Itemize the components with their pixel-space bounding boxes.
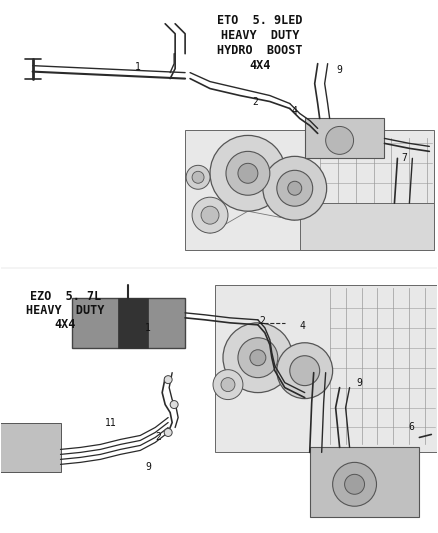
Circle shape <box>201 206 219 224</box>
Text: 4X4: 4X4 <box>55 318 76 331</box>
Circle shape <box>250 350 266 366</box>
Circle shape <box>170 401 178 409</box>
Text: 7: 7 <box>402 154 407 163</box>
Polygon shape <box>215 285 437 453</box>
Circle shape <box>238 163 258 183</box>
Circle shape <box>192 171 204 183</box>
Text: 9: 9 <box>337 64 343 75</box>
Circle shape <box>223 323 293 393</box>
Circle shape <box>221 378 235 392</box>
Text: 2: 2 <box>259 316 265 326</box>
Circle shape <box>332 462 377 506</box>
Polygon shape <box>310 447 419 517</box>
Text: HYDRO  BOOST: HYDRO BOOST <box>217 44 303 56</box>
Circle shape <box>238 338 278 378</box>
Circle shape <box>326 126 353 155</box>
Circle shape <box>164 429 172 437</box>
Text: 2: 2 <box>252 96 258 107</box>
Circle shape <box>290 356 320 385</box>
Text: 4X4: 4X4 <box>249 59 271 71</box>
Text: EZO  5. 7L: EZO 5. 7L <box>30 290 101 303</box>
Circle shape <box>186 165 210 189</box>
Circle shape <box>288 181 302 195</box>
Text: HEAVY  DUTY: HEAVY DUTY <box>26 304 105 317</box>
Text: 4: 4 <box>292 107 298 117</box>
Text: 1: 1 <box>135 62 141 71</box>
Text: 2: 2 <box>155 432 161 442</box>
Text: ETO  5. 9LED: ETO 5. 9LED <box>217 14 303 27</box>
Circle shape <box>277 343 332 399</box>
Circle shape <box>213 370 243 400</box>
Text: HEAVY  DUTY: HEAVY DUTY <box>221 29 299 42</box>
Circle shape <box>263 156 327 220</box>
Polygon shape <box>300 203 434 250</box>
Circle shape <box>277 171 313 206</box>
Text: 1: 1 <box>145 323 151 333</box>
Circle shape <box>210 135 286 211</box>
Text: 4: 4 <box>300 321 306 331</box>
Polygon shape <box>185 131 434 250</box>
Text: 9: 9 <box>357 378 363 387</box>
Circle shape <box>164 376 172 384</box>
Text: 6: 6 <box>409 423 414 432</box>
Polygon shape <box>72 298 185 348</box>
Polygon shape <box>305 118 385 158</box>
Text: 9: 9 <box>145 462 151 472</box>
Circle shape <box>226 151 270 195</box>
Polygon shape <box>118 298 148 348</box>
Circle shape <box>192 197 228 233</box>
Polygon shape <box>0 423 60 472</box>
Circle shape <box>345 474 364 494</box>
Text: 11: 11 <box>105 417 116 427</box>
